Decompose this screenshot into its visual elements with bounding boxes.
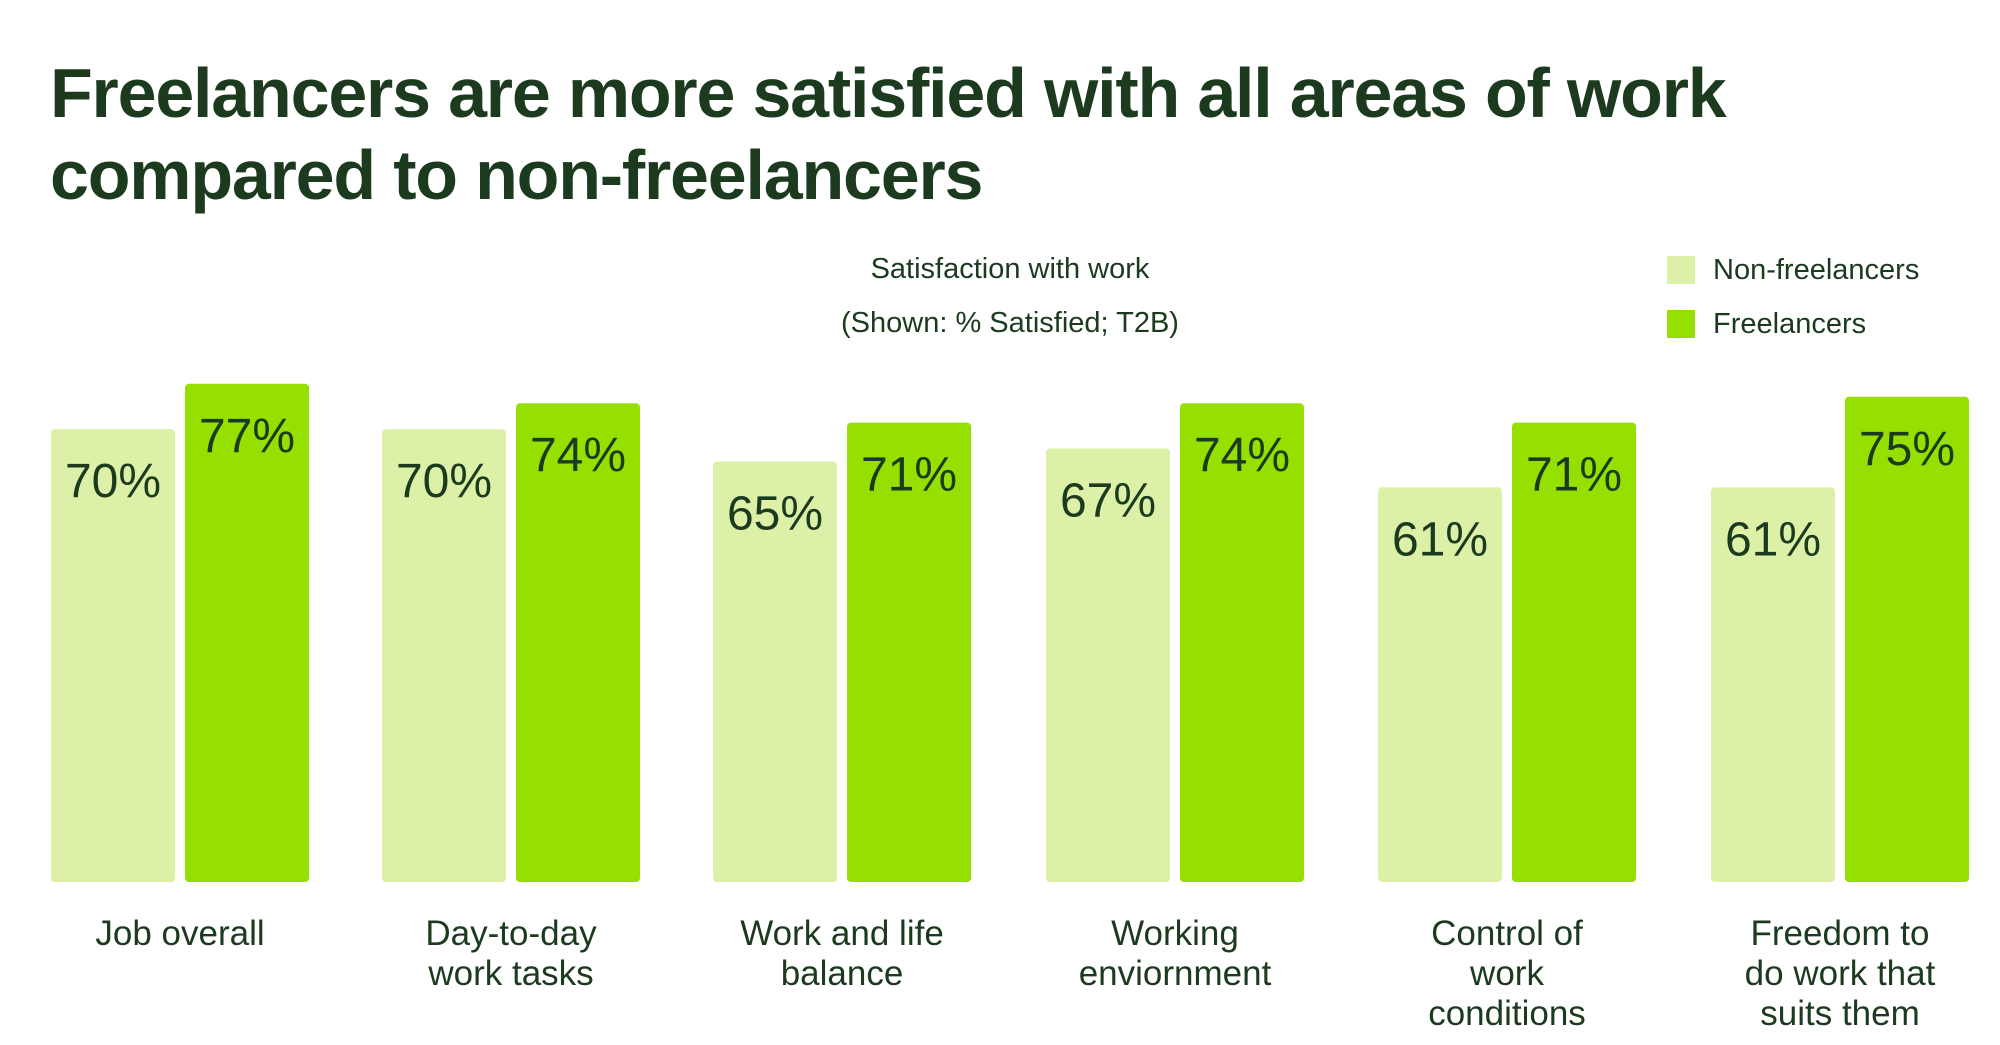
bar-freelancers-control-of-work-conditions bbox=[1512, 422, 1636, 882]
data-label-freelancers-day-to-day-work-tasks: 74% bbox=[530, 429, 626, 482]
category-label-control-of-work-conditions-line-3: conditions bbox=[1428, 994, 1586, 1033]
category-label-work-and-life-balance-line-2: balance bbox=[781, 954, 904, 993]
category-label-day-to-day-work-tasks-line-2: work tasks bbox=[427, 954, 593, 993]
bar-non-freelancers-working-enviornment bbox=[1046, 448, 1170, 882]
bar-non-freelancers-job-overall bbox=[51, 429, 175, 882]
legend-item-freelancers: Freelancers bbox=[1667, 304, 1866, 344]
legend-label-non-freelancers: Non-freelancers bbox=[1713, 253, 1920, 286]
data-label-non-freelancers-job-overall: 70% bbox=[65, 455, 161, 508]
data-label-non-freelancers-control-of-work-conditions: 61% bbox=[1392, 513, 1488, 566]
bar-freelancers-freedom-to-do-work-that-suits-them bbox=[1845, 396, 1969, 882]
category-label-working-enviornment-line-2: enviornment bbox=[1079, 954, 1272, 993]
data-label-freelancers-freedom-to-do-work-that-suits-them: 75% bbox=[1859, 423, 1955, 476]
bar-non-freelancers-work-and-life-balance bbox=[713, 461, 837, 882]
bar-non-freelancers-control-of-work-conditions bbox=[1378, 487, 1502, 882]
data-label-non-freelancers-freedom-to-do-work-that-suits-them: 61% bbox=[1725, 513, 1821, 566]
data-label-non-freelancers-day-to-day-work-tasks: 70% bbox=[396, 455, 492, 508]
legend-swatch-non-freelancers bbox=[1667, 256, 1695, 284]
bar-non-freelancers-day-to-day-work-tasks bbox=[382, 429, 506, 882]
chart-title: Freelancers are more satisfied with all … bbox=[50, 54, 1727, 214]
bar-freelancers-work-and-life-balance bbox=[847, 422, 971, 882]
bar-freelancers-job-overall bbox=[185, 383, 309, 882]
category-label-work-and-life-balance-line-1: Work and life bbox=[740, 914, 944, 953]
data-label-freelancers-working-enviornment: 74% bbox=[1194, 429, 1290, 482]
legend-swatch-freelancers bbox=[1667, 310, 1695, 338]
data-label-freelancers-control-of-work-conditions: 71% bbox=[1526, 449, 1622, 502]
category-label-day-to-day-work-tasks-line-1: Day-to-day bbox=[425, 914, 597, 953]
data-label-freelancers-work-and-life-balance: 71% bbox=[861, 449, 957, 502]
category-label-freedom-to-do-work-that-suits-them-line-3: suits them bbox=[1760, 994, 1920, 1033]
category-label-control-of-work-conditions-line-1: Control of bbox=[1431, 914, 1583, 953]
data-label-non-freelancers-working-enviornment: 67% bbox=[1060, 475, 1156, 528]
bar-freelancers-working-enviornment bbox=[1180, 403, 1304, 882]
category-label-freedom-to-do-work-that-suits-them-line-1: Freedom to bbox=[1751, 914, 1930, 953]
data-label-non-freelancers-work-and-life-balance: 65% bbox=[727, 487, 823, 540]
bar-non-freelancers-freedom-to-do-work-that-suits-them bbox=[1711, 487, 1835, 882]
category-label-freedom-to-do-work-that-suits-them-line-2: do work that bbox=[1745, 954, 1936, 993]
category-label-control-of-work-conditions-line-2: work bbox=[1469, 954, 1544, 993]
legend-item-non-freelancers: Non-freelancers bbox=[1667, 250, 1919, 290]
bar-freelancers-day-to-day-work-tasks bbox=[516, 403, 640, 882]
category-label-working-enviornment-line-1: Working bbox=[1111, 914, 1239, 953]
legend-label-freelancers: Freelancers bbox=[1713, 307, 1867, 340]
data-label-freelancers-job-overall: 77% bbox=[199, 410, 295, 463]
category-label-job-overall-line-1: Job overall bbox=[95, 914, 264, 953]
chart-subtitle-line1: Satisfaction with work bbox=[870, 253, 1150, 285]
chart-subtitle-line2: (Shown: % Satisfied; T2B) bbox=[841, 307, 1179, 339]
